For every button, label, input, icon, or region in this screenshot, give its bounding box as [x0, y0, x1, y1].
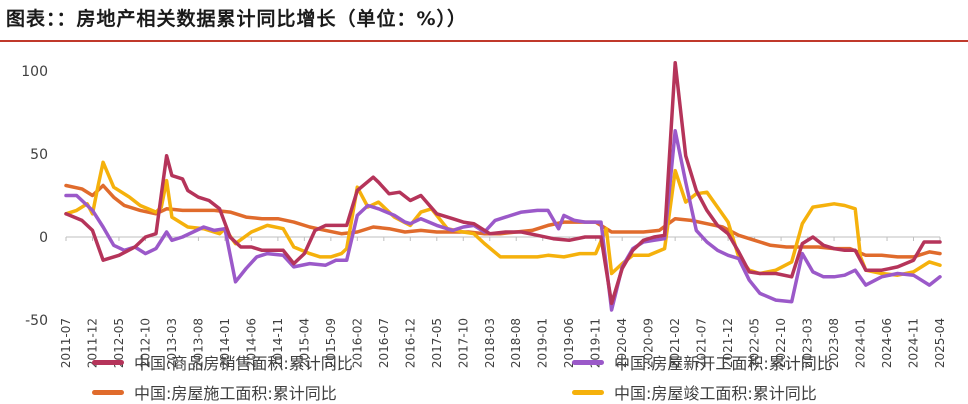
x-tick-label: 2021-07: [695, 318, 709, 368]
x-tick-label: 2021-12: [721, 318, 735, 368]
x-tick-label: 2016-12: [403, 318, 417, 368]
x-tick-label: 2020-09: [642, 318, 656, 368]
x-tick-label: 2016-07: [377, 318, 391, 368]
x-tick-label: 2024-06: [880, 318, 894, 368]
x-tick-label: 2019-11: [589, 318, 603, 368]
legend-item-under-construction: 中国:房屋施工面积:累计同比: [92, 380, 337, 404]
x-tick-label: 2022-05: [748, 318, 762, 368]
series-line-3: [64, 160, 942, 277]
x-tick-label: 2023-08: [827, 318, 841, 368]
y-tick-label: -50: [25, 313, 48, 329]
legend-label: 中国:房屋新开工面积:累计同比: [614, 354, 833, 373]
series-line-0: [64, 60, 942, 306]
x-tick-label: 2013-08: [191, 318, 205, 368]
x-tick-label: 2017-05: [430, 318, 444, 368]
legend-swatch: [92, 359, 124, 365]
series-lines: [64, 60, 942, 312]
y-tick-label: 0: [39, 230, 48, 246]
x-tick-label: 2019-06: [562, 318, 576, 368]
legend-label: 中国:商品房销售面积:累计同比: [134, 354, 353, 373]
x-tick-label: 2014-01: [218, 318, 232, 368]
legend-label: 中国:房屋施工面积:累计同比: [134, 384, 337, 403]
x-tick-label: 2011-07: [59, 318, 73, 368]
legend-swatch: [572, 359, 604, 365]
x-tick-label: 2012-10: [138, 318, 152, 368]
y-tick-label: 100: [21, 64, 48, 80]
legend-item-new-starts: 中国:房屋新开工面积:累计同比: [572, 350, 833, 374]
legend-label: 中国:房屋竣工面积:累计同比: [614, 384, 817, 403]
x-tick-label: 2023-03: [801, 318, 815, 368]
x-tick-label: 2017-10: [456, 318, 470, 368]
x-tick-label: 2016-02: [350, 318, 364, 368]
y-axis: -50 0 50 100: [21, 64, 48, 329]
x-tick-label: 2021-02: [668, 318, 682, 368]
x-tick-label: 2012-05: [112, 318, 126, 368]
x-axis: 2011-07 2011-12 2012-05 2012-10 2013-03 2013-…: [59, 236, 947, 368]
x-tick-label: 2011-12: [85, 318, 99, 368]
y-tick-label: 50: [30, 147, 48, 163]
x-tick-label: 2014-11: [271, 318, 285, 368]
x-tick-label: 2022-10: [774, 318, 788, 368]
legend-item-sales-area: 中国:商品房销售面积:累计同比: [92, 350, 353, 374]
x-tick-label: 2018-08: [509, 318, 523, 368]
legend-swatch: [92, 389, 124, 395]
x-tick-label: 2024-01: [854, 318, 868, 368]
legend-swatch: [572, 389, 604, 395]
x-tick-label: 2018-03: [483, 318, 497, 368]
x-tick-label: 2014-06: [244, 318, 258, 368]
legend-item-completions: 中国:房屋竣工面积:累计同比: [572, 380, 817, 404]
x-tick-label: 2015-04: [297, 318, 311, 368]
title-divider: [0, 40, 968, 42]
x-tick-label: 2013-03: [165, 318, 179, 368]
x-tick-label: 2019-01: [536, 318, 550, 368]
series-line-1: [64, 129, 942, 312]
chart-title: 图表：：房地产相关数据累计同比增长（单位：%））: [6, 8, 468, 30]
x-tick-label: 2020-04: [615, 318, 629, 368]
x-tick-label: 2024-11: [907, 318, 921, 368]
x-tick-label: 2015-09: [324, 318, 338, 368]
x-tick-label: 2025-04: [933, 318, 947, 368]
